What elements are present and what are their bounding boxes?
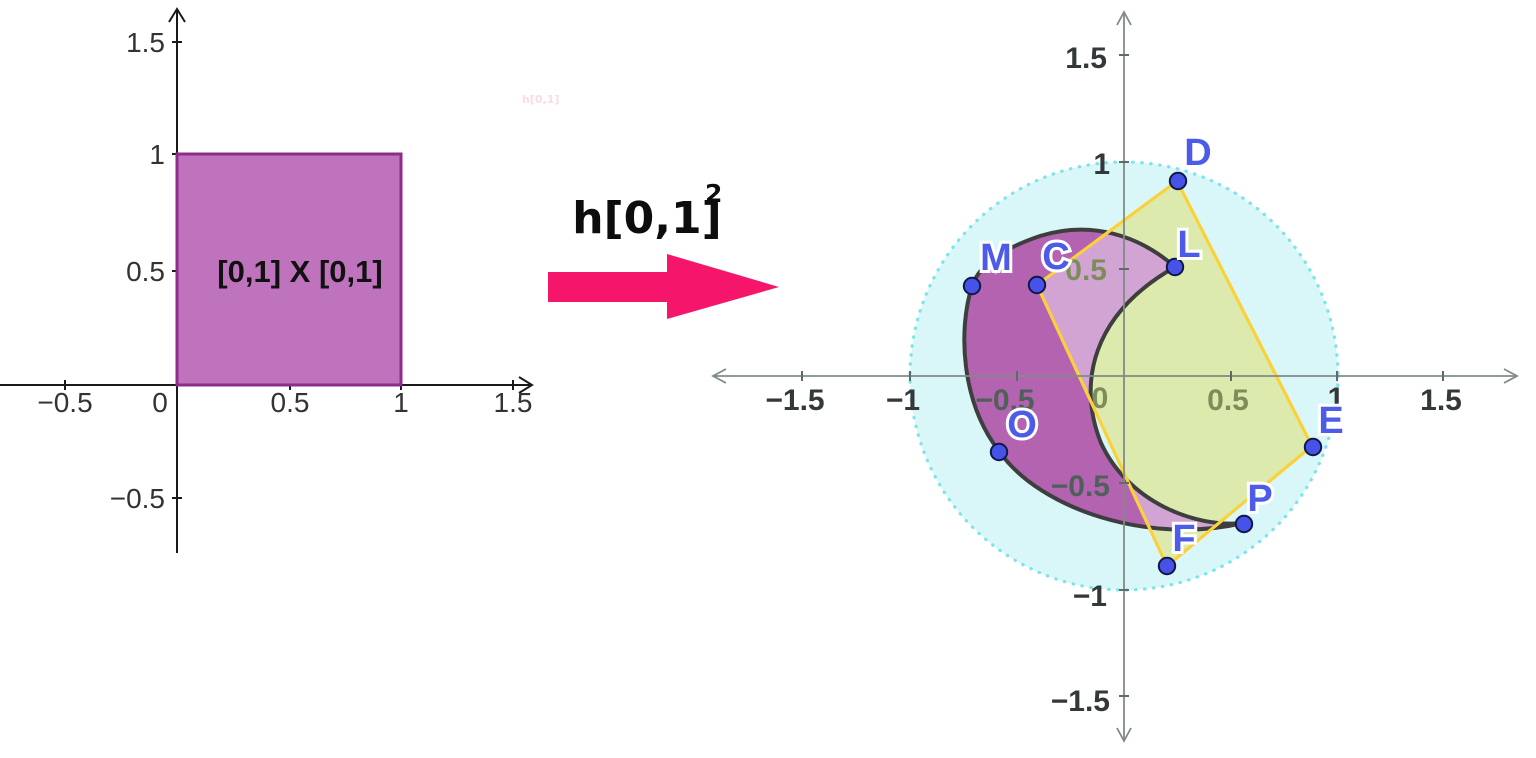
point-F-label: F — [1172, 518, 1195, 560]
point-D-label: D — [1184, 132, 1211, 174]
right-x-tick-1: 1 — [1328, 382, 1345, 415]
right-x-tick-15: 1.5 — [1420, 384, 1462, 417]
right-x-tick-0: 0 — [1092, 382, 1109, 415]
right-x-axis-right-arrow-icon — [1503, 368, 1519, 384]
right-plot: −1.5 −1 −0.5 0 0.5 1 1.5 1.5 1 0.5 −0.5 … — [711, 10, 1519, 743]
crescent-region — [964, 229, 1243, 530]
left-y-tick-05: 0.5 — [126, 256, 165, 287]
point-L-dot[interactable] — [1165, 257, 1185, 277]
left-x-tick-neg05: −0.5 — [37, 387, 92, 418]
point-D-dot[interactable] — [1168, 171, 1188, 191]
map-function-exponent: 2 — [705, 179, 722, 208]
point-O-dot[interactable] — [989, 442, 1009, 462]
unit-square — [175, 152, 403, 387]
point-L-label: L — [1177, 224, 1200, 266]
right-y-axis-top-arrow-icon — [1116, 10, 1132, 26]
unit-square-label: [0,1] X [0,1] — [217, 254, 382, 289]
left-y-axis-arrow-icon — [168, 7, 186, 23]
left-x-tick-0: 0 — [152, 387, 168, 418]
right-x-tick-05: 0.5 — [1207, 384, 1249, 417]
point-F-dot[interactable] — [1157, 556, 1177, 576]
point-P-label: P — [1247, 478, 1272, 520]
faint-watermark: h[0,1] — [522, 93, 559, 106]
crescent-outline — [962, 227, 1245, 532]
right-x-tick-neg1: −1 — [886, 384, 920, 417]
left-x-tick-05: 0.5 — [271, 387, 310, 418]
left-x-tick-1: 1 — [393, 387, 409, 418]
right-x-axis-left-arrow-icon — [711, 368, 727, 384]
right-y-tick-neg1: −1 — [1073, 580, 1107, 613]
right-y-tick-15: 1.5 — [1065, 42, 1107, 75]
left-x-tick-15: 1.5 — [494, 387, 533, 418]
left-y-tick-15: 1.5 — [126, 27, 165, 58]
point-C-dot[interactable] — [1027, 275, 1047, 295]
right-y-axis-bottom-arrow-icon — [1116, 727, 1132, 743]
point-C-label: C — [1042, 236, 1069, 278]
points-group — [962, 171, 1323, 576]
right-x-tick-neg05: −0.5 — [975, 384, 1034, 417]
left-y-tick-1: 1 — [149, 139, 165, 170]
point-M-label: M — [980, 237, 1012, 279]
right-x-tick-neg15: −1.5 — [765, 384, 824, 417]
point-labels-group: D L M C O E P F — [977, 129, 1347, 563]
point-E-label: E — [1318, 400, 1343, 442]
right-y-tick-neg05: −0.5 — [1051, 470, 1110, 503]
left-y-tick-neg05: −0.5 — [110, 483, 165, 514]
big-right-arrow-icon — [548, 254, 779, 319]
point-M-dot[interactable] — [962, 276, 982, 296]
right-y-tick-1: 1 — [1093, 148, 1110, 181]
left-x-axis-arrow-icon — [518, 376, 534, 394]
point-E-dot[interactable] — [1303, 437, 1323, 457]
right-ticks — [801, 54, 1444, 697]
right-y-tick-neg15: −1.5 — [1051, 685, 1110, 718]
left-plot: [0,1] X [0,1] −0.5 0 0.5 1 1.5 1.5 1 0.5… — [0, 7, 534, 553]
map-arrow-group: h[0,1] h[0,1] 2 — [522, 93, 779, 319]
point-O-label: O — [1007, 404, 1037, 446]
right-y-tick-05: 0.5 — [1065, 254, 1107, 287]
point-P-dot[interactable] — [1234, 514, 1254, 534]
map-function-label: h[0,1] — [572, 193, 722, 244]
